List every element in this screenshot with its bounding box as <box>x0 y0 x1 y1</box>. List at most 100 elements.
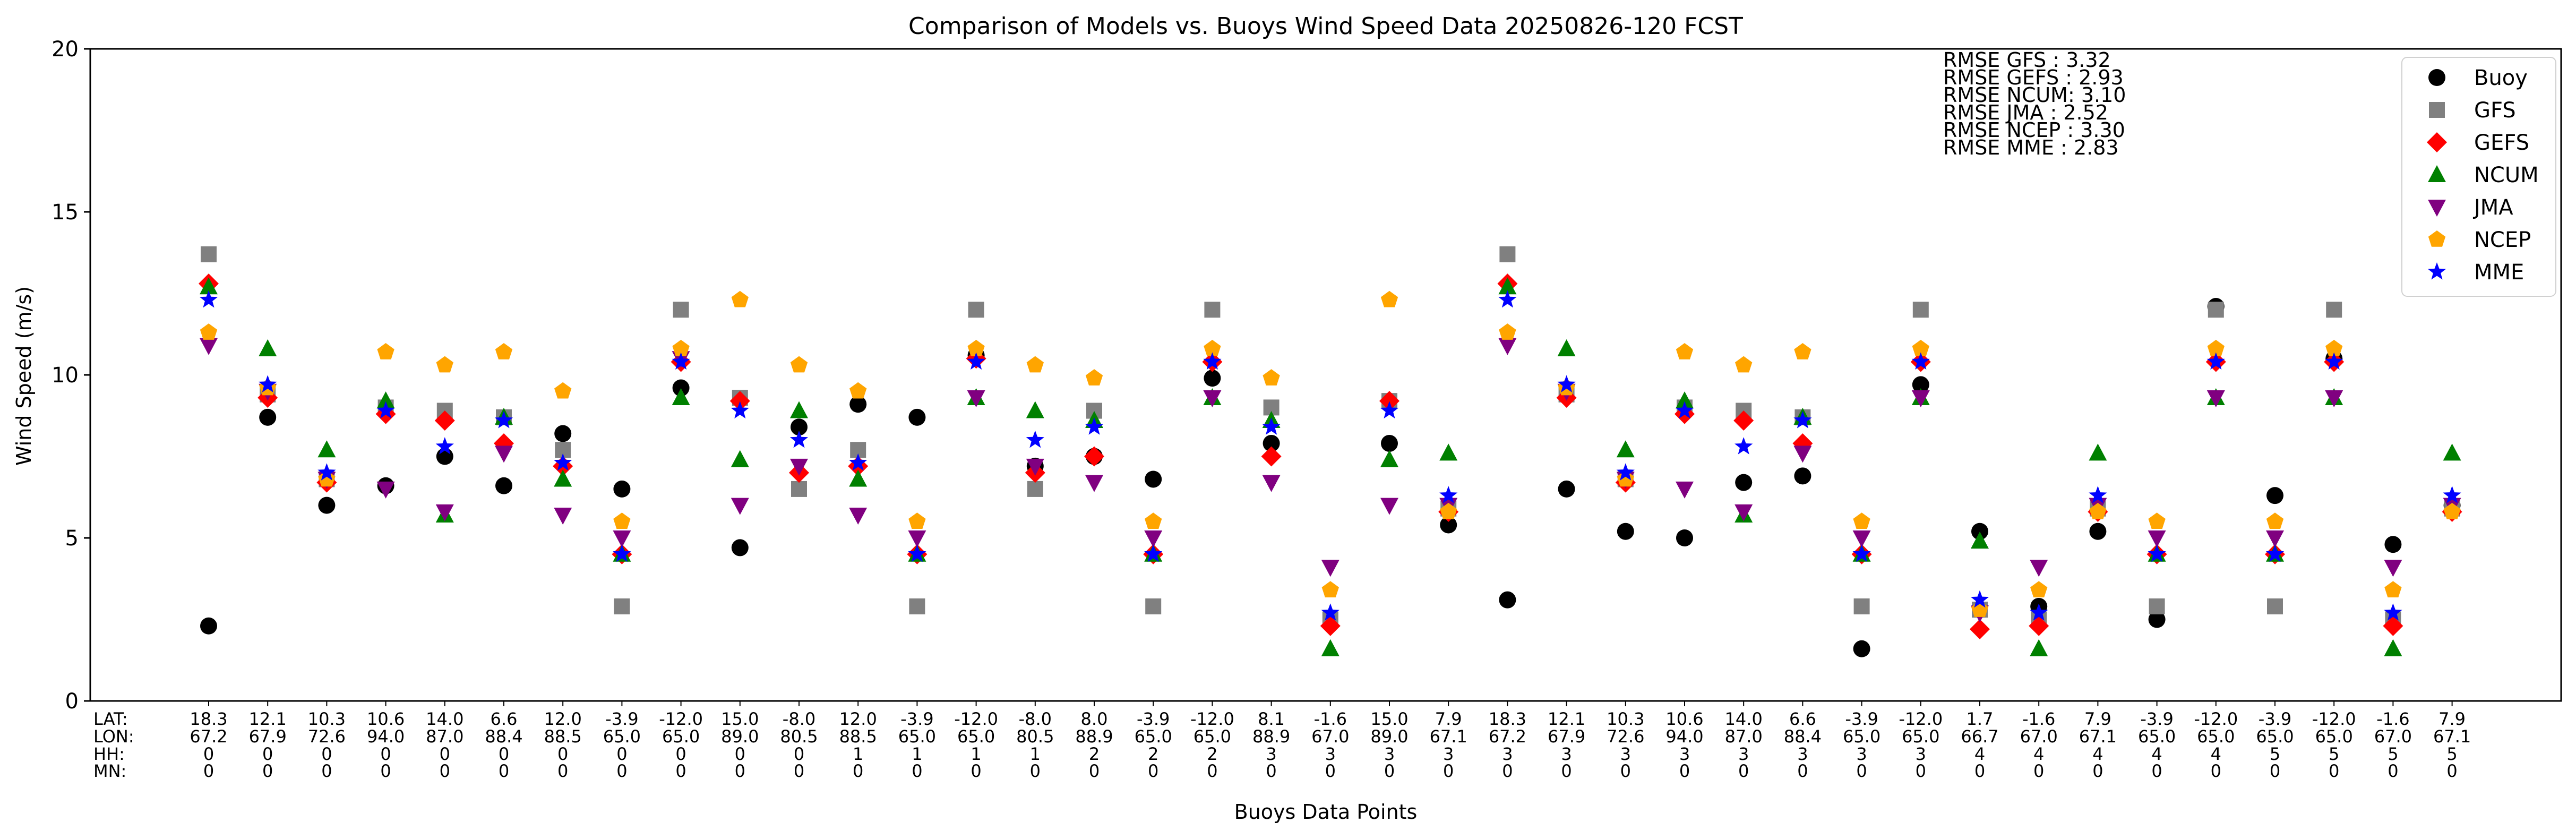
point-ncep <box>1204 339 1221 356</box>
point-ncum <box>1439 443 1458 461</box>
point-jma <box>2266 530 2284 547</box>
x-tick-label-mn: 0 <box>1679 761 1690 781</box>
point-jma <box>1911 390 1930 407</box>
x-tick-label-lon: 65.0 <box>898 726 936 747</box>
point-ncep <box>1735 356 1753 373</box>
plot-frame <box>89 48 2562 702</box>
x-tick-label-lon: 65.0 <box>1902 726 1939 747</box>
x-tick-label-lon: 94.0 <box>367 726 405 747</box>
point-buoy <box>1204 370 1221 387</box>
point-ncep <box>495 343 513 359</box>
x-tick-label-lon: 67.0 <box>1311 726 1349 747</box>
point-jma <box>849 508 868 525</box>
x-tick-label-lon: 67.1 <box>1430 726 1467 747</box>
point-gfs <box>1027 481 1043 497</box>
y-tick-label: 20 <box>51 37 79 62</box>
x-tick-label-mn: 0 <box>1738 761 1749 781</box>
point-gfs <box>614 598 630 614</box>
point-jma <box>554 508 572 525</box>
point-mme <box>2443 486 2461 503</box>
point-mme <box>317 463 336 481</box>
point-jma <box>1026 458 1044 476</box>
point-gfs <box>2326 302 2342 318</box>
x-tick-label-lon: 88.9 <box>1075 726 1113 747</box>
point-ncum <box>2443 443 2461 461</box>
x-tick-label-lat: 7.9 <box>2084 709 2111 729</box>
point-ncum <box>317 440 336 458</box>
rmse-annotation: RMSE MME : 2.83 <box>1943 136 2119 159</box>
x-tick-label-hh: 0 <box>735 744 745 764</box>
point-jma <box>435 504 454 521</box>
x-tick-label-lon: 80.5 <box>780 726 818 747</box>
x-tick-label-lat: 18.3 <box>1489 709 1526 729</box>
x-tick-label-hh: 3 <box>1266 744 1276 764</box>
x-tick-label-hh: 0 <box>262 744 273 764</box>
point-buoy <box>1853 640 1870 657</box>
point-ncum <box>554 469 572 487</box>
point-buoy <box>554 425 572 442</box>
x-tick-label-hh: 3 <box>1325 744 1336 764</box>
point-mme <box>1616 463 1635 481</box>
point-ncum <box>2030 639 2048 656</box>
point-buoy <box>1440 516 1457 534</box>
x-tick-label-hh: 0 <box>380 744 391 764</box>
x-tick-label-hh: 3 <box>1679 744 1690 764</box>
x-tick-label-mn: 0 <box>2446 761 2457 781</box>
point-ncep <box>1853 512 1870 529</box>
x-tick-label-lon: 67.0 <box>2374 726 2412 747</box>
point-mme <box>1852 544 1871 562</box>
point-buoy <box>791 418 808 436</box>
x-tick-label-mn: 0 <box>853 761 863 781</box>
x-tick-label-lat: -1.6 <box>1314 709 1347 729</box>
y-axis-label: Wind Speed (m/s) <box>12 286 36 466</box>
x-tick-label-lat: 12.1 <box>249 709 287 729</box>
x-tick-label-lat: -12.0 <box>954 709 998 729</box>
x-tick-label-lon: 72.6 <box>1607 726 1644 747</box>
x-tick-label-hh: 1 <box>912 744 922 764</box>
x-tick-label-mn: 0 <box>1148 761 1158 781</box>
point-buoy <box>318 496 336 514</box>
point-mme <box>1970 590 1989 608</box>
x-tick-label-hh: 0 <box>557 744 568 764</box>
point-ncum <box>849 469 868 487</box>
point-mme <box>1498 290 1517 308</box>
point-mme <box>1085 417 1104 435</box>
x-tick-label-lat: 10.6 <box>1665 709 1703 729</box>
point-mme <box>435 437 454 455</box>
x-tick-label-mn: 0 <box>1443 761 1454 781</box>
x-tick-label-mn: 0 <box>1325 761 1336 781</box>
row-label-mn: MN: <box>93 761 126 781</box>
x-tick-label-mn: 0 <box>1384 761 1395 781</box>
x-tick-label-hh: 0 <box>321 744 332 764</box>
x-tick-label-lat: 1.7 <box>1967 709 1994 729</box>
point-gefs <box>1379 391 1399 412</box>
x-tick-label-mn: 0 <box>1620 761 1631 781</box>
x-tick-label-hh: 4 <box>1974 744 1985 764</box>
x-tick-label-hh: 0 <box>616 744 627 764</box>
x-tick-label-lon: 67.1 <box>2079 726 2117 747</box>
legend-label-ncep: NCEP <box>2474 228 2531 252</box>
x-tick-label-lon: 88.9 <box>1252 726 1290 747</box>
point-jma <box>967 390 985 407</box>
point-jma <box>376 481 395 499</box>
x-tick-label-lon: 87.0 <box>426 726 463 747</box>
point-jma <box>2148 530 2166 547</box>
point-ncep <box>1145 512 1162 529</box>
x-tick-label-lon: 67.2 <box>1489 726 1526 747</box>
point-ncep <box>908 512 926 529</box>
point-mme <box>967 352 985 370</box>
x-tick-label-lon: 72.6 <box>308 726 346 747</box>
point-mme <box>849 453 868 471</box>
x-tick-label-mn: 0 <box>440 761 450 781</box>
x-tick-label-lon: 67.9 <box>1548 726 1585 747</box>
x-tick-label-lon: 65.0 <box>957 726 995 747</box>
x-tick-label-lat: -3.9 <box>2140 709 2173 729</box>
point-ncep <box>849 382 867 399</box>
point-ncep <box>613 512 631 529</box>
point-jma <box>200 338 218 355</box>
point-buoy <box>1617 523 1634 540</box>
legend-marker-mme <box>2427 262 2446 280</box>
legend-label-mme: MME <box>2474 260 2524 285</box>
